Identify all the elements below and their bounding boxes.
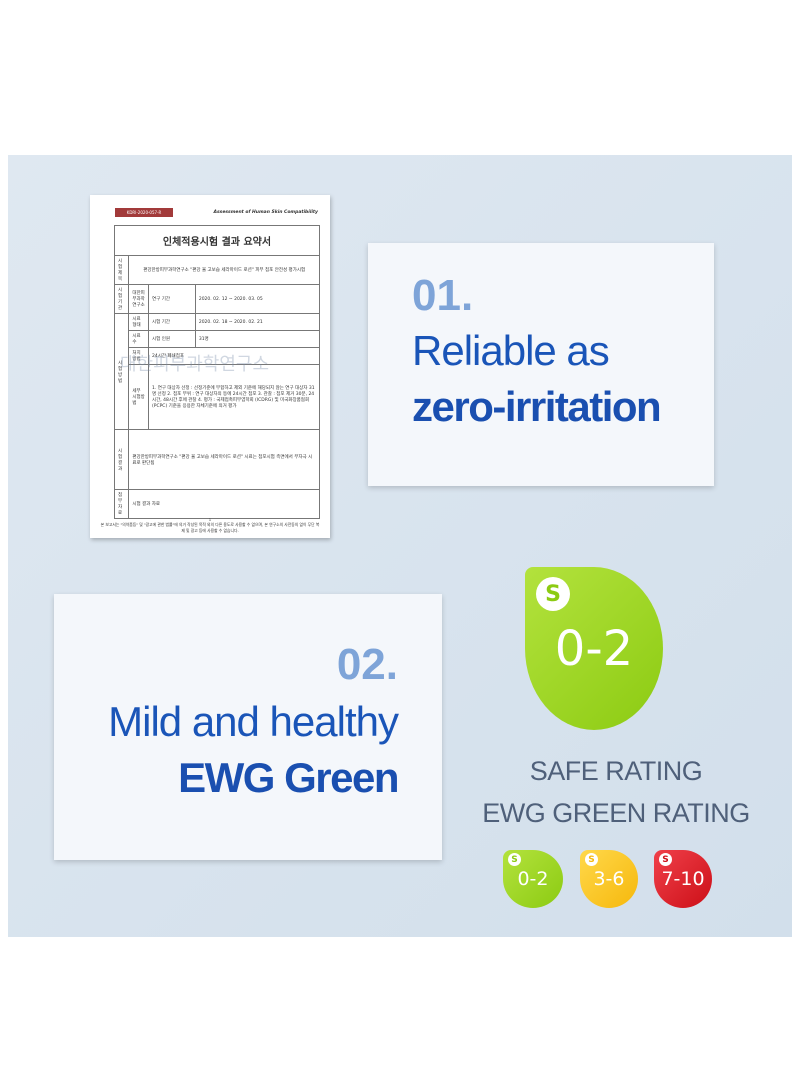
- rating-line2: EWG GREEN RATING: [482, 798, 750, 828]
- feature-card-2: 02. Mild and healthy EWG Green: [54, 594, 442, 860]
- row-value: 시험 결과 자료: [128, 489, 320, 519]
- card-number: 01.: [412, 271, 474, 320]
- card-number: 02.: [336, 640, 398, 689]
- card-line1: Mild and healthy: [108, 698, 399, 745]
- row-label: 시험 인원: [147, 330, 196, 348]
- s-safety-icon: S: [508, 853, 521, 866]
- row-label: 시험기관: [113, 284, 130, 314]
- row-label: 시험제목: [113, 255, 130, 285]
- row-label: 시험 기간: [147, 313, 196, 331]
- page-number: 1: [208, 517, 212, 522]
- card-line1: Reliable as: [412, 327, 610, 374]
- row-value: 편강한방피부과학연구소 "편강 율 고보습 세라마이드 로션" 피부 첩포 안전…: [128, 255, 320, 285]
- main-rating-value: 0-2: [554, 620, 634, 677]
- test-report-document: KDRI-2020-057-R Assessment of Human Skin…: [90, 195, 330, 538]
- row-label: 시험결과: [113, 429, 130, 490]
- s-safety-icon: S: [585, 853, 598, 866]
- row-label: 연구 기간: [147, 284, 196, 314]
- report-header: Assessment of Human Skin Compatibility: [213, 210, 318, 215]
- row-value: 1. 연구 대상자 선정 : 선정기준에 부합하고 제외 기준에 해당되지 않는…: [147, 364, 321, 430]
- report-table: 인체적용시험 결과 요약서 시험제목 편강한방피부과학연구소 "편강 율 고보습 …: [113, 225, 321, 519]
- rating-line1: SAFE RATING: [529, 756, 703, 786]
- main-rating-badge: S 0-2: [525, 567, 663, 730]
- report-title: 인체적용시험 결과 요약서: [114, 225, 320, 256]
- row-label: 시험방법: [113, 313, 130, 430]
- row-value: 편강한방피부과학연구소 "편강 율 고보습 세라마이드 로션" 시료는 첩포시험…: [128, 429, 320, 490]
- row-value: 2020. 02. 12 ~ 2020. 03. 05: [194, 284, 321, 314]
- rating-badge-red: S 7-10: [654, 850, 712, 908]
- s-safety-icon: S: [659, 853, 672, 866]
- report-code: KDRI-2020-057-R: [115, 208, 173, 217]
- badge-label: 0-2: [517, 868, 549, 890]
- card-line2: EWG Green: [178, 754, 399, 801]
- watermark: 대한피부과학연구소: [120, 354, 270, 375]
- footnote-text: 본 보고서는 "의약품등" 및 "광고에 관한 법률"에 의거 작성된 목적 외…: [100, 522, 320, 533]
- rating-badge-green: S 0-2: [503, 850, 563, 908]
- card-line2: zero-irritation: [412, 383, 662, 430]
- s-safety-icon: S: [536, 577, 570, 611]
- feature-card-1: 01. Reliable as zero-irritation: [368, 243, 714, 486]
- badge-label: 3-6: [593, 868, 625, 890]
- row-label: 첨부자료: [113, 489, 130, 519]
- rating-badge-yellow: S 3-6: [580, 850, 638, 908]
- badge-label: 7-10: [661, 868, 705, 890]
- row-label: 시료 형태: [128, 313, 149, 331]
- row-label: 시료 수: [128, 330, 149, 348]
- row-value: 2020. 02. 18 ~ 2020. 02. 21: [194, 313, 321, 331]
- row-value: 대한피부과학연구소: [128, 284, 149, 314]
- row-value: 31명: [194, 330, 321, 348]
